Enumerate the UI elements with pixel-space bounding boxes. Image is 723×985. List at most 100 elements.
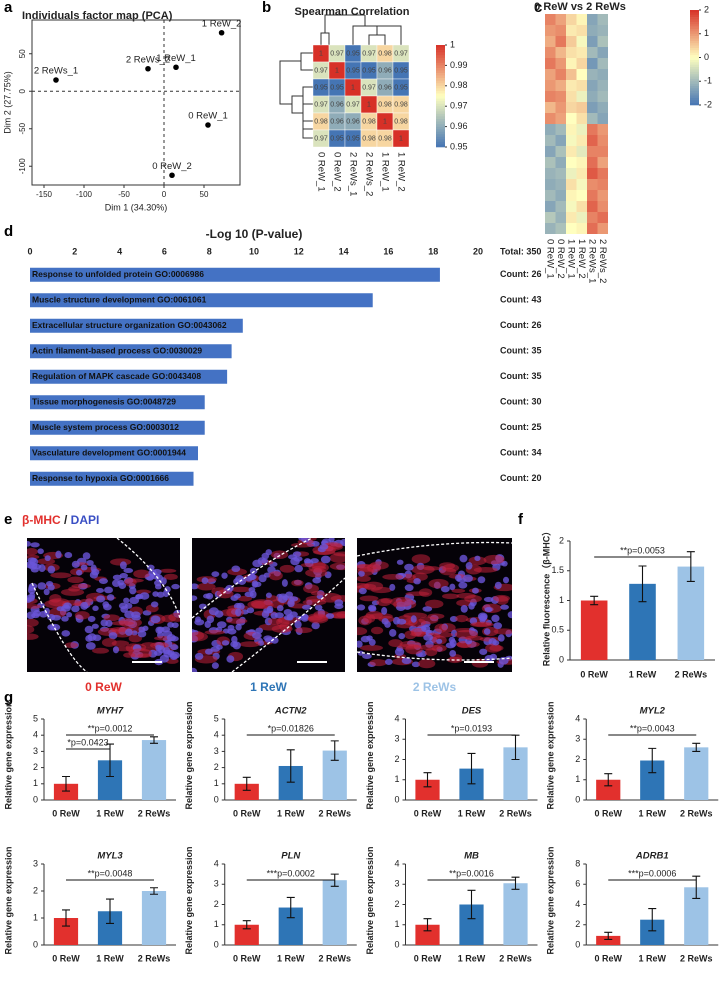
heatmap-cell [555,201,566,212]
nucleus [358,570,365,577]
plot-frame [31,19,241,186]
cell-value: 0.98 [378,50,392,57]
y-tick-label: 1 [575,774,580,784]
bar [30,318,243,333]
fiber-signal [483,554,505,565]
heatmap-cell [555,102,566,113]
heatmap-cell [576,80,587,91]
chart-title: 0 ReW vs 2 ReWs [534,1,626,13]
separator: / [61,513,71,527]
nucleus [449,639,457,648]
nucleus [206,615,215,624]
colorbar-step [436,47,445,51]
chart-title: MYL2 [640,706,666,717]
colorbar-step [690,81,699,84]
cell-value: 0.98 [378,101,392,108]
nucleus [413,578,421,585]
y-tick-label: 2 [575,919,580,929]
significance-label: **p=0.0053 [620,545,665,555]
significance-label: **p=0.0016 [449,868,494,878]
y-tick-label: 4 [394,713,399,723]
fiber-signal [419,644,441,651]
cell-value: 0.98 [314,118,328,125]
nucleus [226,655,235,663]
nucleus [494,581,502,590]
colorbar-step [690,62,699,65]
colorbar-step [436,75,445,79]
heatmap-cell [597,91,608,102]
nucleus [142,625,149,632]
nucleus [334,603,344,610]
nucleus [71,560,80,568]
error-bar [467,889,476,920]
nucleus [314,604,323,611]
x-tick-label: 0 ReW [52,953,80,963]
heatmap-cell [566,146,577,157]
heatmap-cell [545,168,556,179]
fiber-signal [382,573,404,580]
heatmap-cell [566,113,577,124]
nucleus [123,597,130,604]
cell-value: 0.98 [394,101,408,108]
fiber-signal [471,658,489,668]
bar [30,446,198,461]
colorbar-step [436,96,445,99]
error-bar [62,775,70,792]
colorbar-step [690,36,699,39]
heatmap-cell [566,14,577,25]
nucleus [458,581,468,589]
y-tick-label: 4 [214,858,219,868]
nucleus [103,586,114,594]
point-label: 1 ReW_2 [202,18,242,29]
nucleus [294,564,303,573]
heatmap-cell [566,179,577,190]
colorbar-step [690,100,699,103]
heatmap-cell [555,179,566,190]
tissue-border [231,577,345,672]
heatmap-cell [597,157,608,168]
heatmap-cell [545,47,556,58]
colorbar-step [436,85,445,89]
bar [30,344,232,359]
heatmap-cell [545,102,556,113]
colorbar-step [436,67,445,71]
heatmap-cell [545,157,556,168]
colorbar-tick-label: 0 [704,52,709,62]
colorbar-step [436,108,445,112]
fiber-signal [332,528,349,536]
y-tick-label: 8 [575,858,580,868]
nucleus [235,608,242,617]
nucleus [293,556,303,562]
panel-label: c [534,0,542,16]
colorbar-step [690,48,699,51]
column-label: 1 ReW_1 [566,239,577,279]
colorbar-step [436,106,445,110]
y-axis-label: Relative gene expression [546,846,556,954]
cell-value: 0.96 [378,84,392,91]
x-tick-label: 1 ReW [277,953,305,963]
error-bar [648,747,657,774]
heatmap-cell [576,113,587,124]
colorbar-step [690,71,699,75]
y-tick-label: 4 [575,713,580,723]
point-label: 1 ReW_1 [156,53,196,64]
y-tick-label: 3 [394,879,399,889]
nucleus [301,613,309,621]
colorbar-step [690,43,699,46]
colorbar-step [690,26,699,30]
fiber-signal [37,558,56,565]
bar [30,471,194,486]
bar [596,779,621,800]
y-tick-label: 1 [214,919,219,929]
heatmap-cell [587,91,598,102]
bar [141,891,167,945]
heatmap-cell [555,113,566,124]
heatmap-cell [576,212,587,223]
heatmap-cell [587,179,598,190]
fiber-signal [427,613,445,620]
micrograph [192,528,349,672]
heatmap-cell [576,157,587,168]
tissue-border [31,582,88,672]
total-label: Total: 350 [500,246,541,256]
fiber-signal [308,616,323,621]
